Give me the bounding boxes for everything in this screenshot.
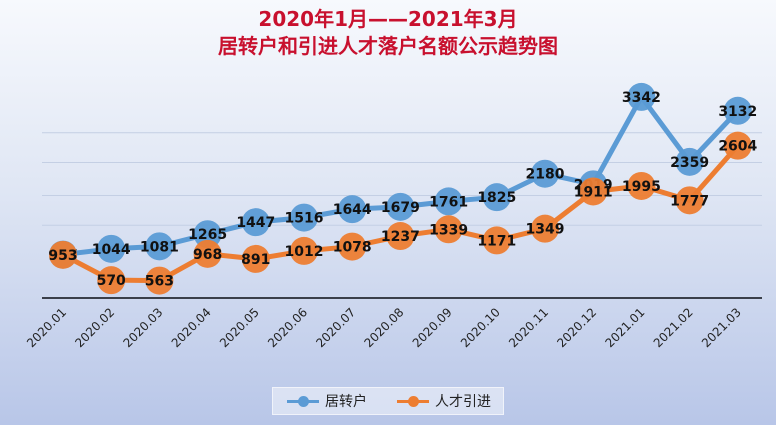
series-2-data-label: 1237 <box>381 229 420 245</box>
series-2-data-label: 1339 <box>429 222 468 238</box>
series-2-point <box>97 266 126 295</box>
series-2-data-label: 1012 <box>285 244 324 260</box>
series-2-point <box>627 171 656 200</box>
series-1-point <box>386 192 415 221</box>
series-2-data-label: 570 <box>97 273 126 289</box>
series-2-point <box>49 240 77 269</box>
series-2-point <box>434 215 463 244</box>
series-2-data-label: 1349 <box>526 222 565 238</box>
x-tick-label: 2020.08 <box>362 305 407 350</box>
chart-legend: 居转户 人才引进 <box>272 387 504 415</box>
series-1-point <box>145 232 174 261</box>
series-2-data-label: 891 <box>241 252 270 268</box>
series-1-data-label: 1679 <box>381 200 420 216</box>
x-tick-label: 2020.02 <box>72 305 117 350</box>
legend-label-series1: 居转户 <box>325 394 367 410</box>
series-2-point <box>675 186 704 215</box>
x-tick-label: 2020.09 <box>410 305 455 350</box>
x-tick-label: 2020.10 <box>458 305 503 350</box>
series-2-data-label: 953 <box>48 248 77 264</box>
series-1-point <box>338 195 367 224</box>
series-2-point <box>290 236 318 265</box>
x-tick-label: 2020.03 <box>121 305 166 350</box>
series-2-data-label: 1911 <box>574 184 613 200</box>
series-1-point <box>290 203 318 232</box>
series-1-data-label: 1516 <box>285 211 324 227</box>
x-tick-label: 2021.03 <box>699 305 744 350</box>
series-2-data-label: 563 <box>145 274 174 290</box>
legend-swatch-series1 <box>287 395 319 407</box>
series-1-point <box>723 96 752 125</box>
legend-label-series2: 人才引进 <box>435 394 491 410</box>
series-1-data-label: 1761 <box>429 194 468 210</box>
series-1-data-label: 1644 <box>333 202 372 218</box>
series-1-point <box>241 208 270 237</box>
series-2-point <box>241 244 270 273</box>
series-1-point <box>434 187 463 216</box>
series-1-data-label: 1447 <box>236 215 275 231</box>
legend-item-series1: 居转户 <box>287 391 367 411</box>
legend-swatch-series2 <box>397 395 429 407</box>
series-2-point <box>193 239 222 268</box>
series-2-point <box>338 232 367 261</box>
x-tick-label: 2021.01 <box>603 305 648 350</box>
series-1-data-label: 2359 <box>670 155 709 171</box>
x-tick-label: 2020.05 <box>217 305 262 350</box>
series-1-data-label: 3342 <box>622 90 661 106</box>
series-2-point <box>386 222 415 251</box>
series-1-point <box>675 147 704 176</box>
series-1-data-label: 3132 <box>718 104 757 120</box>
x-tick-label: 2020.01 <box>24 305 69 350</box>
series-1-point <box>531 159 559 188</box>
series-1-data-label: 1044 <box>92 242 131 258</box>
series-1-data-label: 1081 <box>140 239 179 255</box>
series-2-point <box>579 177 608 206</box>
series-1-data-label: 1265 <box>188 227 227 243</box>
chart-title-line2: 居转户和引进人才落户名额公示趋势图 <box>218 34 558 58</box>
series-1-point <box>627 82 656 111</box>
series-1-data-label: 2180 <box>526 167 565 183</box>
series-2-point <box>723 131 752 160</box>
series-1-point <box>97 234 126 263</box>
legend-item-series2: 人才引进 <box>397 391 491 411</box>
series-2-data-label: 968 <box>193 247 222 263</box>
series-2-point <box>145 266 174 295</box>
series-2-point <box>531 214 559 243</box>
series-2-data-label: 2604 <box>718 139 757 155</box>
x-tick-label: 2020.11 <box>506 305 551 350</box>
series-2-data-label: 1777 <box>670 193 709 209</box>
series-2-point <box>482 226 511 255</box>
series-2-data-label: 1171 <box>477 233 516 249</box>
series-1-point <box>482 183 511 212</box>
series-1-point <box>193 220 222 249</box>
x-tick-label: 2020.12 <box>554 305 599 350</box>
series-1-data-label: 1825 <box>477 190 516 206</box>
x-tick-label: 2021.02 <box>651 305 696 350</box>
x-tick-label: 2020.06 <box>265 305 310 350</box>
series-2-data-label: 1995 <box>622 179 661 195</box>
x-tick-label: 2020.07 <box>313 305 358 350</box>
chart-title-line1: 2020年1月——2021年3月 <box>258 7 518 31</box>
series-2-data-label: 1078 <box>333 240 372 256</box>
x-tick-label: 2020.04 <box>169 305 214 350</box>
